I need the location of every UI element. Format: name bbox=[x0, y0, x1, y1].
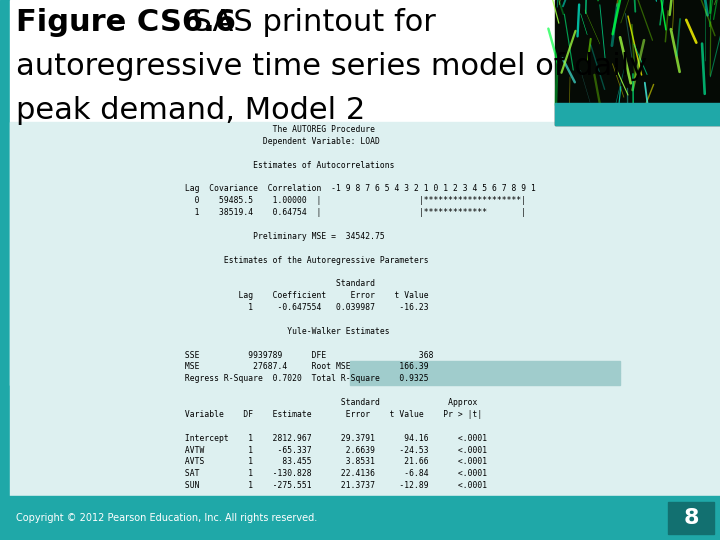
Text: Standard: Standard bbox=[180, 279, 375, 288]
Text: SAT          1    -130.828      22.4136      -6.84      <.0001: SAT 1 -130.828 22.4136 -6.84 <.0001 bbox=[180, 469, 487, 478]
Text: Estimates of Autocorrelations: Estimates of Autocorrelations bbox=[180, 160, 395, 170]
Bar bbox=[10, 0, 720, 385]
Bar bbox=[0, 0, 10, 540]
Bar bbox=[350, 361, 620, 373]
Bar bbox=[668, 502, 714, 534]
Text: MSE           27687.4     Root MSE          166.39: MSE 27687.4 Root MSE 166.39 bbox=[180, 362, 428, 372]
Text: SAS printout for: SAS printout for bbox=[173, 8, 436, 37]
Bar bbox=[350, 373, 620, 385]
Text: Copyright © 2012 Pearson Education, Inc. All rights reserved.: Copyright © 2012 Pearson Education, Inc.… bbox=[16, 513, 318, 523]
Text: Estimates of the Autoregressive Parameters: Estimates of the Autoregressive Paramete… bbox=[180, 255, 428, 265]
Text: Variable    DF    Estimate       Error    t Value    Pr > |t|: Variable DF Estimate Error t Value Pr > … bbox=[180, 410, 482, 419]
Bar bbox=[555, 0, 720, 125]
Bar bbox=[10, 122, 720, 496]
Bar bbox=[0, 496, 720, 540]
Text: Regress R-Square  0.7020  Total R-Square    0.9325: Regress R-Square 0.7020 Total R-Square 0… bbox=[180, 374, 428, 383]
Text: autoregressive time series model of daily: autoregressive time series model of dail… bbox=[16, 52, 647, 81]
Text: The AUTOREG Procedure: The AUTOREG Procedure bbox=[180, 125, 375, 134]
Text: 0    59485.5    1.00000  |                    |********************|: 0 59485.5 1.00000 | |*******************… bbox=[180, 196, 526, 205]
Text: 1     -0.647554   0.039987     -16.23: 1 -0.647554 0.039987 -16.23 bbox=[180, 303, 428, 312]
Text: Intercept    1    2812.967      29.3791      94.16      <.0001: Intercept 1 2812.967 29.3791 94.16 <.000… bbox=[180, 434, 487, 443]
Bar bbox=[555, 103, 720, 125]
Text: Lag    Coefficient     Error    t Value: Lag Coefficient Error t Value bbox=[180, 291, 428, 300]
Text: SUN          1    -275.551      21.3737     -12.89      <.0001: SUN 1 -275.551 21.3737 -12.89 <.0001 bbox=[180, 481, 487, 490]
Text: Lag  Covariance  Correlation  -1 9 8 7 6 5 4 3 2 1 0 1 2 3 4 5 6 7 8 9 1: Lag Covariance Correlation -1 9 8 7 6 5 … bbox=[180, 184, 536, 193]
Text: Dependent Variable: LOAD: Dependent Variable: LOAD bbox=[180, 137, 380, 146]
Text: peak demand, Model 2: peak demand, Model 2 bbox=[16, 96, 365, 125]
Text: AVTS         1      83.455       3.8531      21.66      <.0001: AVTS 1 83.455 3.8531 21.66 <.0001 bbox=[180, 457, 487, 467]
Text: AVTW         1     -65.337       2.6639     -24.53      <.0001: AVTW 1 -65.337 2.6639 -24.53 <.0001 bbox=[180, 446, 487, 455]
Text: 8: 8 bbox=[683, 508, 698, 528]
Text: Figure CS6.6: Figure CS6.6 bbox=[16, 8, 236, 37]
Text: SSE          9939789      DFE                   368: SSE 9939789 DFE 368 bbox=[180, 350, 433, 360]
Text: Preliminary MSE =  34542.75: Preliminary MSE = 34542.75 bbox=[180, 232, 384, 241]
Text: 1    38519.4    0.64754  |                    |*************       |: 1 38519.4 0.64754 | |************* | bbox=[180, 208, 526, 217]
Text: Yule-Walker Estimates: Yule-Walker Estimates bbox=[180, 327, 390, 336]
Text: Standard              Approx: Standard Approx bbox=[180, 398, 477, 407]
